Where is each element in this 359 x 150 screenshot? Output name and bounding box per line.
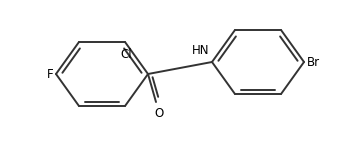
Text: Br: Br	[307, 56, 320, 69]
Text: Cl: Cl	[120, 48, 132, 61]
Text: F: F	[46, 68, 53, 81]
Text: O: O	[154, 107, 164, 120]
Text: HN: HN	[191, 44, 209, 57]
